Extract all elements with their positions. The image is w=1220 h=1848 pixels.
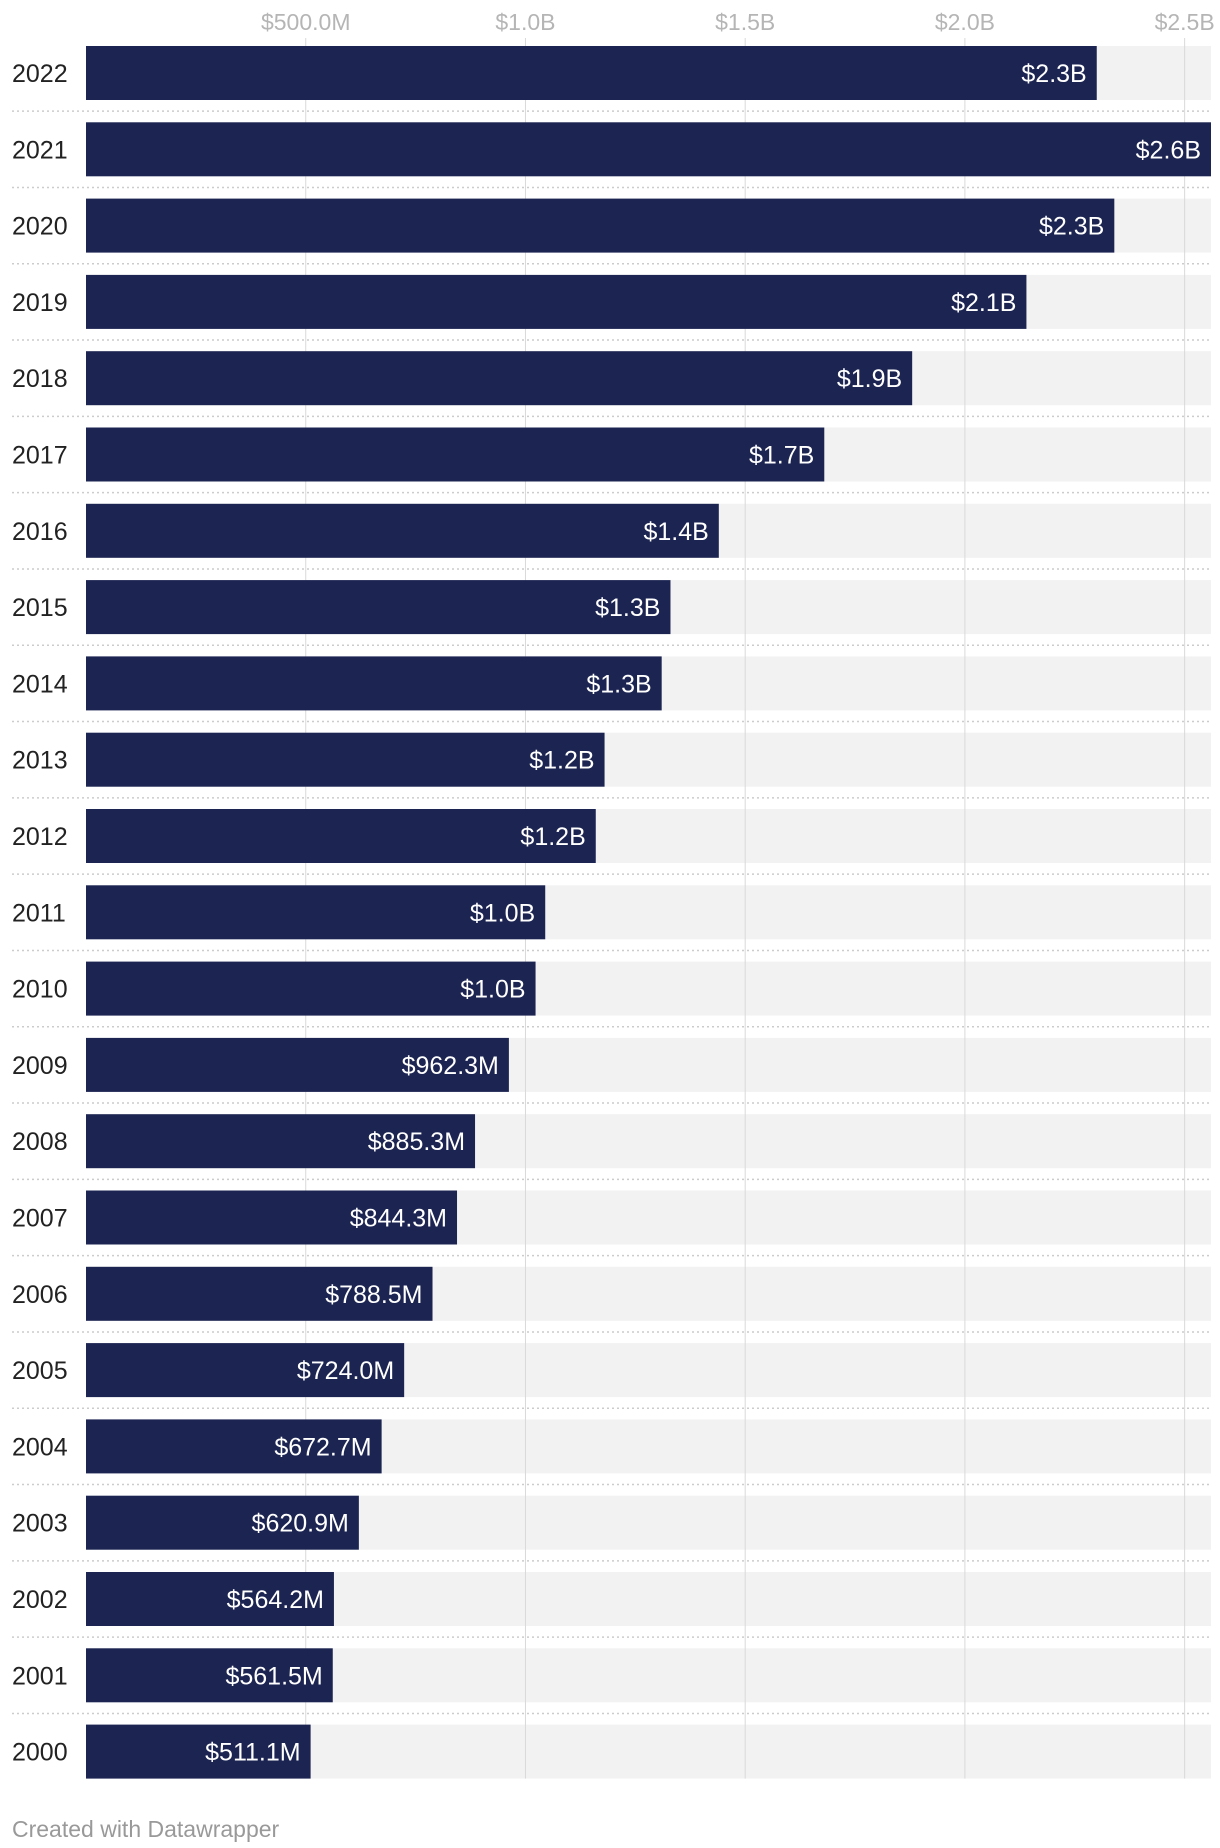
bar <box>86 1495 359 1550</box>
bar-value-label: $1.3B <box>595 594 660 622</box>
bar-value-label: $1.7B <box>749 442 814 470</box>
bar-value-label: $620.9M <box>252 1510 349 1538</box>
year-label: 2018 <box>12 365 68 393</box>
credit-text: Created with Datawrapper <box>12 1816 280 1842</box>
bar <box>86 580 671 635</box>
bar-value-label: $2.3B <box>1021 60 1086 88</box>
bar <box>86 1266 433 1321</box>
bar <box>86 961 536 1016</box>
year-label: 2015 <box>12 594 68 622</box>
year-label: 2007 <box>12 1205 68 1233</box>
year-label: 2000 <box>12 1739 68 1767</box>
bar <box>86 1343 405 1398</box>
bar-value-label: $1.0B <box>460 976 525 1004</box>
x-tick-label: $1.5B <box>715 9 775 35</box>
bar-value-label: $962.3M <box>402 1052 499 1080</box>
year-label: 2022 <box>12 60 68 88</box>
bar-value-label: $885.3M <box>368 1128 465 1156</box>
bar <box>86 1114 476 1169</box>
year-label: 2008 <box>12 1128 68 1156</box>
bar-value-label: $2.6B <box>1136 136 1201 164</box>
year-label: 2009 <box>12 1052 68 1080</box>
year-label: 2003 <box>12 1510 68 1538</box>
x-tick-label: $1.0B <box>495 9 555 35</box>
bar-value-label: $511.1M <box>205 1739 300 1767</box>
bar-value-label: $672.7M <box>274 1433 371 1461</box>
bar-value-label: $2.3B <box>1039 213 1104 241</box>
year-label: 2020 <box>12 213 68 241</box>
bar-value-label: $2.1B <box>951 289 1016 317</box>
year-label: 2002 <box>12 1586 68 1614</box>
bar <box>86 198 1115 253</box>
year-label: 2011 <box>12 899 66 927</box>
bar-value-label: $1.4B <box>643 518 708 546</box>
bar <box>86 46 1097 100</box>
bar <box>86 1419 382 1474</box>
year-label: 2017 <box>12 442 68 470</box>
bar-value-label: $1.2B <box>529 747 594 775</box>
x-tick-label: $2.0B <box>935 9 995 35</box>
bar <box>86 732 605 787</box>
bar-value-label: $561.5M <box>225 1662 322 1690</box>
bar <box>86 809 596 863</box>
bar-value-label: $724.0M <box>297 1357 394 1385</box>
bar-value-label: $844.3M <box>350 1205 447 1233</box>
year-label: 2010 <box>12 976 68 1004</box>
year-label: 2012 <box>12 823 68 851</box>
year-label: 2005 <box>12 1357 68 1385</box>
bar <box>86 1724 311 1779</box>
bar-value-label: $564.2M <box>227 1586 324 1614</box>
year-label: 2001 <box>12 1662 68 1690</box>
year-label: 2019 <box>12 289 68 317</box>
bar <box>86 503 719 558</box>
bar-value-label: $1.3B <box>586 670 651 698</box>
year-label: 2006 <box>12 1281 68 1309</box>
bar <box>86 1037 509 1092</box>
bar <box>86 351 913 406</box>
year-label: 2014 <box>12 670 68 698</box>
x-tick-label: $500.0M <box>261 9 351 35</box>
bar-value-label: $1.0B <box>470 899 535 927</box>
bar <box>86 274 1027 329</box>
bar-value-label: $788.5M <box>325 1281 422 1309</box>
bar-value-label: $1.9B <box>837 365 902 393</box>
bar-value-label: $1.2B <box>520 823 585 851</box>
bar <box>86 1190 458 1245</box>
bar <box>86 427 825 482</box>
bar <box>86 122 1211 177</box>
bar <box>86 885 546 940</box>
x-tick-label: $2.5B <box>1155 9 1215 35</box>
bar <box>86 656 662 711</box>
year-label: 2004 <box>12 1433 68 1461</box>
year-label: 2013 <box>12 747 68 775</box>
bar <box>86 1648 333 1703</box>
year-label: 2016 <box>12 518 68 546</box>
bar <box>86 1572 334 1626</box>
year-label: 2021 <box>12 136 68 164</box>
